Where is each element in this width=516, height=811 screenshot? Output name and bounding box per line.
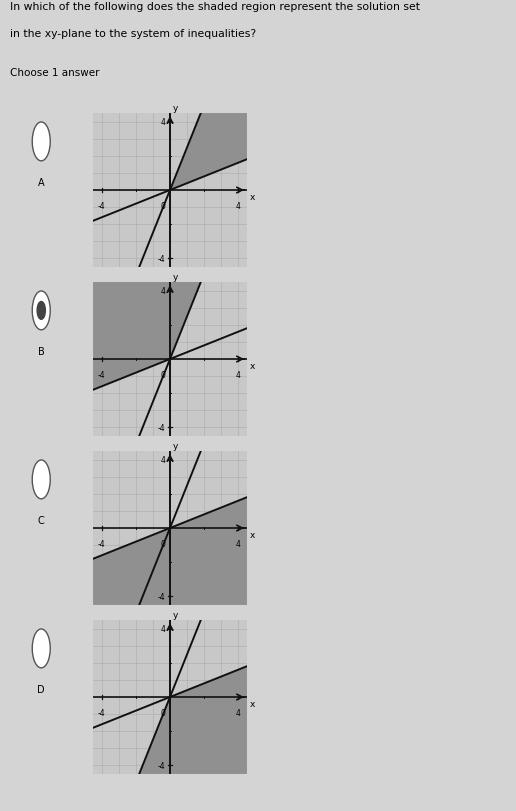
Text: 4: 4 <box>161 456 166 465</box>
Text: y: y <box>172 272 178 282</box>
Circle shape <box>37 303 45 320</box>
Polygon shape <box>139 667 247 774</box>
Text: y: y <box>172 611 178 620</box>
Text: 4: 4 <box>236 539 241 548</box>
Circle shape <box>32 122 50 161</box>
Text: -4: -4 <box>158 761 166 770</box>
Polygon shape <box>93 283 201 390</box>
Text: C: C <box>38 516 44 526</box>
Text: 4: 4 <box>236 202 241 211</box>
Text: In which of the following does the shaded region represent the solution set: In which of the following does the shade… <box>10 2 421 12</box>
Text: -4: -4 <box>158 592 166 601</box>
Polygon shape <box>93 498 247 605</box>
Text: A: A <box>38 178 44 188</box>
Text: -4: -4 <box>98 708 105 717</box>
Text: 0: 0 <box>161 371 166 380</box>
Text: B: B <box>38 346 44 357</box>
Text: 4: 4 <box>161 118 166 127</box>
Text: Choose 1 answer: Choose 1 answer <box>10 68 100 78</box>
Text: 4: 4 <box>236 371 241 380</box>
Text: 0: 0 <box>161 708 166 717</box>
Text: -4: -4 <box>98 539 105 548</box>
Circle shape <box>32 461 50 500</box>
Text: x: x <box>250 530 255 540</box>
Text: -4: -4 <box>98 202 105 211</box>
Text: 0: 0 <box>161 539 166 548</box>
Circle shape <box>32 629 50 668</box>
Text: 4: 4 <box>161 287 166 296</box>
Text: y: y <box>172 442 178 451</box>
Text: x: x <box>250 193 255 202</box>
Text: D: D <box>38 684 45 694</box>
Text: 4: 4 <box>161 624 166 633</box>
Text: x: x <box>250 700 255 709</box>
Polygon shape <box>170 114 247 191</box>
Text: y: y <box>172 104 178 113</box>
Text: -4: -4 <box>98 371 105 380</box>
Circle shape <box>32 292 50 330</box>
Text: in the xy-plane to the system of inequalities?: in the xy-plane to the system of inequal… <box>10 29 256 40</box>
Text: 4: 4 <box>236 708 241 717</box>
Text: x: x <box>250 362 255 371</box>
Text: -4: -4 <box>158 255 166 264</box>
Text: 0: 0 <box>161 202 166 211</box>
Text: -4: -4 <box>158 423 166 432</box>
